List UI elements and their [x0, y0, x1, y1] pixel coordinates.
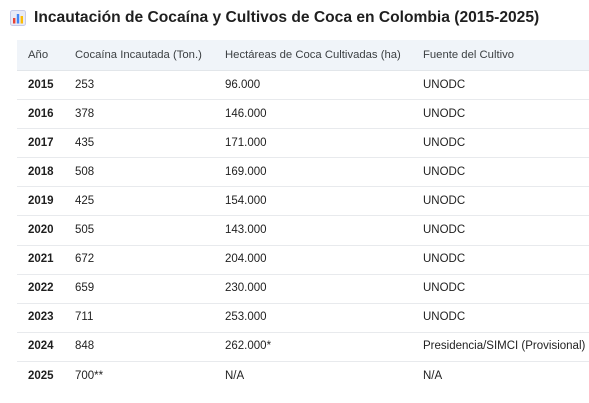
table-row: 2022 659 230.000 UNODC: [17, 274, 589, 304]
cell-source: UNODC: [423, 253, 466, 266]
page-title-row: Incautación de Cocaína y Cultivos de Coc…: [10, 6, 539, 30]
cell-source: UNODC: [423, 224, 466, 236]
cell-coca-hectares: N/A: [225, 369, 245, 382]
cell-cocaine-seized: 435: [75, 136, 95, 149]
cell-source: UNODC: [423, 165, 466, 178]
table-row: 2018 508 169.000 UNODC: [17, 157, 589, 188]
cell-coca-hectares: 253.000: [225, 311, 267, 324]
table-row: 2016 378 146.000 UNODC: [17, 99, 589, 130]
cell-source: UNODC: [423, 282, 466, 295]
cell-year: 2025: [28, 369, 54, 382]
cell-year: 2021: [28, 253, 54, 266]
table-row: 2019 425 154.000 UNODC: [17, 186, 589, 217]
cell-year: 2024: [28, 340, 54, 353]
cell-year: 2016: [28, 107, 54, 120]
cell-year: 2019: [28, 194, 54, 207]
table-row: 2015 253 96.000 UNODC: [17, 70, 589, 100]
cell-year: 2015: [28, 78, 54, 91]
cell-coca-hectares: 146.000: [225, 107, 267, 120]
cell-cocaine-seized: 505: [75, 224, 95, 236]
column-header-year: Año: [28, 49, 49, 61]
cell-year: 2023: [28, 311, 54, 324]
bar-chart-icon: [10, 10, 26, 26]
column-header-cocaine-seized: Cocaína Incautada (Ton.): [75, 49, 202, 61]
cell-source: UNODC: [423, 107, 466, 120]
cell-year: 2017: [28, 136, 54, 149]
cell-source: UNODC: [423, 194, 466, 207]
cell-coca-hectares: 169.000: [225, 165, 267, 178]
cell-source: UNODC: [423, 78, 466, 91]
cell-cocaine-seized: 425: [75, 194, 95, 207]
column-header-source: Fuente del Cultivo: [423, 49, 515, 61]
table-row: 2025 700** N/A N/A: [17, 361, 589, 390]
cell-coca-hectares: 154.000: [225, 194, 267, 207]
cell-cocaine-seized: 711: [75, 311, 94, 324]
cell-cocaine-seized: 848: [75, 340, 95, 353]
table-row: 2023 711 253.000 UNODC: [17, 303, 589, 333]
cell-year: 2022: [28, 282, 54, 295]
cell-coca-hectares: 262.000*: [225, 340, 272, 353]
table-row: 2024 848 262.000* Presidencia/SIMCI (Provis…: [17, 332, 589, 362]
cell-cocaine-seized: 378: [75, 107, 95, 120]
cell-cocaine-seized: 659: [75, 282, 95, 295]
cell-coca-hectares: 96.000: [225, 78, 261, 91]
cell-source: UNODC: [423, 136, 466, 149]
cell-source: UNODC: [423, 311, 466, 324]
data-table: Año Cocaína Incautada (Ton.) Hectáreas d…: [17, 40, 589, 398]
cell-cocaine-seized: 700**: [75, 369, 104, 382]
table-row: 2021 672 204.000 UNODC: [17, 245, 589, 275]
cell-year: 2018: [28, 165, 54, 178]
column-header-coca-hectares: Hectáreas de Coca Cultivadas (ha): [225, 49, 401, 61]
cell-coca-hectares: 230.000: [225, 282, 267, 295]
cell-cocaine-seized: 672: [75, 253, 95, 266]
table-row: 2020 505 143.000 UNODC: [17, 216, 589, 246]
cell-cocaine-seized: 508: [75, 165, 95, 178]
cell-coca-hectares: 204.000: [225, 253, 267, 266]
cell-coca-hectares: 171.000: [225, 136, 267, 149]
cell-year: 2020: [28, 224, 54, 236]
cell-source: N/A: [423, 369, 443, 382]
page-title: Incautación de Cocaína y Cultivos de Coc…: [34, 9, 540, 26]
cell-coca-hectares: 143.000: [225, 224, 267, 236]
table-row: 2017 435 171.000 UNODC: [17, 128, 589, 159]
table-header-row: Año Cocaína Incautada (Ton.) Hectáreas d…: [17, 40, 589, 71]
cell-source: Presidencia/SIMCI (Provisional): [423, 340, 586, 353]
cell-cocaine-seized: 253: [75, 78, 95, 91]
